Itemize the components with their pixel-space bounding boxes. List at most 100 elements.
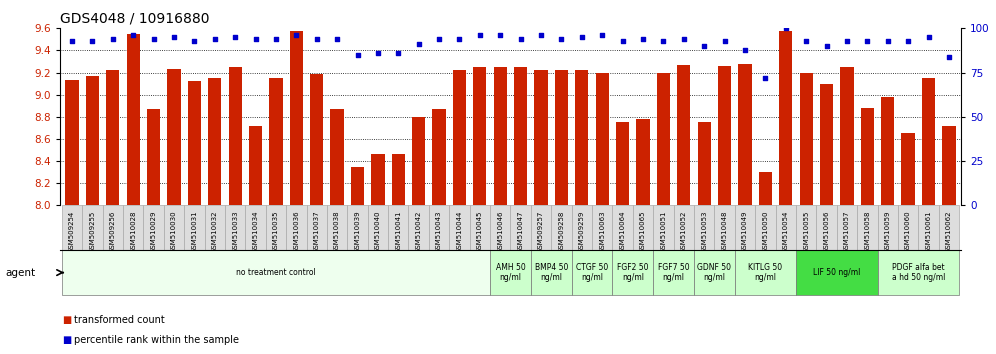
Bar — [187, 81, 201, 205]
Bar — [901, 133, 914, 205]
Point — [879, 38, 895, 44]
FancyBboxPatch shape — [225, 205, 245, 250]
FancyBboxPatch shape — [572, 251, 613, 295]
Bar — [290, 30, 303, 205]
Point — [329, 36, 345, 42]
Bar — [677, 65, 690, 205]
Point — [920, 34, 936, 40]
FancyBboxPatch shape — [735, 205, 755, 250]
FancyBboxPatch shape — [511, 205, 531, 250]
Bar — [249, 126, 262, 205]
Point — [941, 54, 957, 59]
Bar — [514, 67, 527, 205]
Text: GSM510035: GSM510035 — [273, 211, 279, 253]
Text: GSM510045: GSM510045 — [477, 211, 483, 253]
Point — [554, 36, 570, 42]
Bar — [820, 84, 834, 205]
FancyBboxPatch shape — [918, 205, 938, 250]
Point — [574, 34, 590, 40]
FancyBboxPatch shape — [449, 205, 470, 250]
Point — [839, 38, 855, 44]
Bar — [66, 80, 79, 205]
Bar — [535, 70, 548, 205]
Bar — [147, 109, 160, 205]
FancyBboxPatch shape — [755, 205, 776, 250]
Text: GSM510042: GSM510042 — [415, 211, 421, 253]
Text: CTGF 50
ng/ml: CTGF 50 ng/ml — [576, 263, 609, 282]
Point — [819, 43, 835, 49]
FancyBboxPatch shape — [817, 205, 837, 250]
Point — [513, 36, 529, 42]
Text: LIF 50 ng/ml: LIF 50 ng/ml — [813, 268, 861, 277]
Text: GSM510051: GSM510051 — [660, 211, 666, 253]
FancyBboxPatch shape — [490, 251, 531, 295]
Text: GSM510048: GSM510048 — [721, 211, 728, 253]
FancyBboxPatch shape — [938, 205, 959, 250]
FancyBboxPatch shape — [877, 205, 898, 250]
FancyBboxPatch shape — [103, 205, 123, 250]
Bar — [351, 167, 365, 205]
FancyBboxPatch shape — [266, 205, 286, 250]
Point — [451, 36, 467, 42]
FancyBboxPatch shape — [368, 205, 388, 250]
Bar — [636, 119, 649, 205]
Text: GSM509258: GSM509258 — [559, 211, 565, 253]
Bar — [841, 67, 854, 205]
Bar — [861, 108, 873, 205]
FancyBboxPatch shape — [735, 251, 796, 295]
Bar — [697, 122, 711, 205]
FancyBboxPatch shape — [429, 205, 449, 250]
FancyBboxPatch shape — [694, 205, 714, 250]
Text: GDS4048 / 10916880: GDS4048 / 10916880 — [60, 12, 209, 26]
FancyBboxPatch shape — [408, 205, 429, 250]
Text: PDGF alfa bet
a hd 50 ng/ml: PDGF alfa bet a hd 50 ng/ml — [891, 263, 945, 282]
Bar — [759, 172, 772, 205]
FancyBboxPatch shape — [531, 251, 572, 295]
FancyBboxPatch shape — [632, 205, 653, 250]
Text: GSM510060: GSM510060 — [905, 211, 911, 253]
Bar — [596, 73, 609, 205]
Text: GSM510032: GSM510032 — [212, 211, 218, 253]
FancyBboxPatch shape — [837, 205, 858, 250]
Text: GSM510052: GSM510052 — [681, 211, 687, 253]
FancyBboxPatch shape — [898, 205, 918, 250]
FancyBboxPatch shape — [83, 205, 103, 250]
Text: GSM510057: GSM510057 — [844, 211, 850, 253]
Point — [125, 33, 141, 38]
FancyBboxPatch shape — [470, 205, 490, 250]
Point — [472, 33, 488, 38]
Text: GSM510029: GSM510029 — [150, 211, 156, 253]
Text: ■: ■ — [62, 315, 71, 325]
Text: GSM510047: GSM510047 — [518, 211, 524, 253]
Bar — [576, 70, 589, 205]
FancyBboxPatch shape — [307, 205, 327, 250]
Point — [778, 25, 794, 31]
Text: GSM510030: GSM510030 — [171, 211, 177, 253]
Text: GSM509259: GSM509259 — [579, 211, 585, 253]
Point — [207, 36, 223, 42]
FancyBboxPatch shape — [62, 205, 83, 250]
Text: agent: agent — [5, 268, 35, 278]
Text: GSM510031: GSM510031 — [191, 211, 197, 253]
Text: GSM509257: GSM509257 — [538, 211, 544, 253]
Text: GSM510028: GSM510028 — [130, 211, 136, 253]
Point — [696, 43, 712, 49]
Point — [410, 41, 426, 47]
Point — [350, 52, 366, 58]
Bar — [473, 67, 486, 205]
FancyBboxPatch shape — [286, 205, 307, 250]
Text: AMH 50
ng/ml: AMH 50 ng/ml — [496, 263, 525, 282]
Point — [900, 38, 916, 44]
Point — [64, 38, 80, 44]
Point — [248, 36, 264, 42]
Bar — [494, 67, 507, 205]
Text: GSM510034: GSM510034 — [253, 211, 259, 253]
Text: GSM510054: GSM510054 — [783, 211, 789, 253]
Bar — [107, 70, 120, 205]
Text: GSM510037: GSM510037 — [314, 211, 320, 253]
Text: GSM510059: GSM510059 — [884, 211, 890, 253]
Text: GSM510044: GSM510044 — [456, 211, 462, 253]
Bar — [86, 76, 99, 205]
Bar — [555, 70, 568, 205]
FancyBboxPatch shape — [551, 205, 572, 250]
